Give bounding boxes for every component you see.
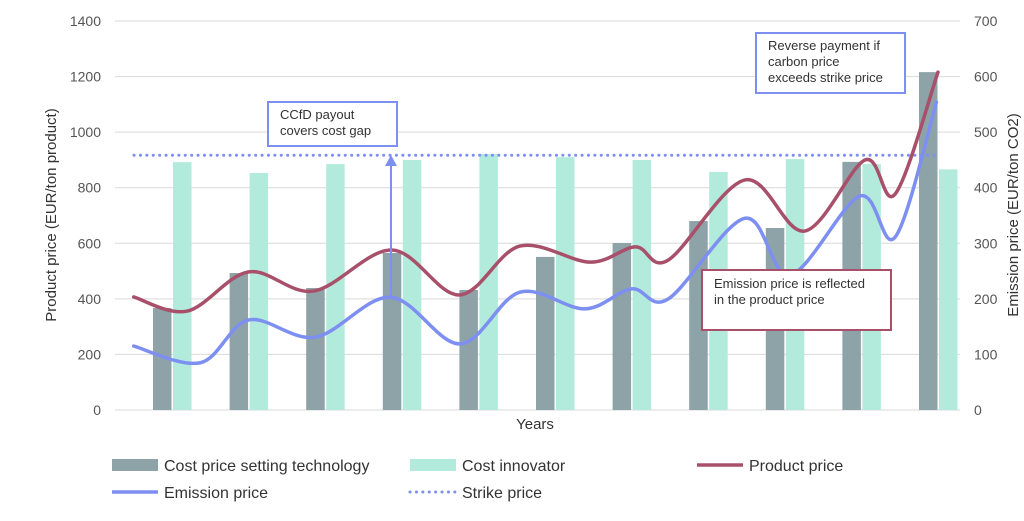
tick-labels: 0 200 400 600 800 1000 1200 1400 0 100 200 300 400 50… [70,13,998,418]
x-axis-label: Years [516,416,554,433]
legend: Cost price setting technology Cost innova… [112,458,843,502]
product-price-line [131,70,940,314]
legend-cost-price-setting-swatch [112,459,158,471]
y-tick-right: 0 [974,402,982,418]
bars [153,72,958,410]
y-tick-left: 1200 [70,69,101,85]
bar-cost-innovator [632,159,652,410]
y-tick-left: 200 [78,346,102,362]
legend-cost-innovator-swatch [410,459,456,471]
bar-cost-price-setting [612,243,632,410]
annotation-text: covers cost gap [280,123,371,138]
legend-emission-price-label: Emission price [164,485,268,502]
annotation-text: Reverse payment if [768,38,880,53]
y-tick-right: 700 [974,13,998,29]
bar-cost-innovator [556,157,575,410]
annotation-box [755,32,906,94]
y-tick-left: 800 [78,180,102,196]
bar-cost-price-setting [689,221,708,410]
bar-cost-price-setting [459,289,478,410]
y-tick-right: 500 [974,124,998,140]
annotation-text: Emission price is reflected [714,276,865,291]
y-tick-left: 1400 [70,13,101,29]
annotation-box [267,101,398,147]
bar-cost-innovator [939,169,958,410]
bar-cost-price-setting [229,273,249,410]
annotation-text: exceeds strike price [768,70,883,85]
legend-cost-innovator-label: Cost innovator [462,458,566,475]
bar-cost-innovator [173,162,192,410]
y-tick-left: 1000 [70,124,101,140]
y-tick-right: 300 [974,235,998,251]
y-tick-left: 600 [78,235,102,251]
lines [131,70,940,366]
y-tick-right: 100 [974,346,998,362]
bar-cost-price-setting [306,288,325,410]
bar-cost-price-setting [382,253,402,410]
legend-cost-price-setting-label: Cost price setting technology [164,458,369,475]
bar-cost-price-setting [153,308,172,410]
y-axis-label-right: Emission price (EUR/ton CO2) [1005,113,1022,316]
annotation-text: in the product price [714,292,825,307]
y-axis-label-left: Product price (EUR/ton product) [43,108,60,321]
y-tick-right: 400 [974,180,998,196]
bar-cost-innovator [326,164,345,410]
bar-cost-innovator [402,159,422,410]
annotation-box [701,269,892,331]
emission-price-line [131,100,939,366]
bar-cost-price-setting [536,256,555,410]
y-tick-left: 0 [93,402,101,418]
bar-cost-innovator [479,154,498,410]
annotation-text: CCfD payout [280,107,355,122]
legend-strike-price-label: Strike price [462,485,542,502]
annotation-text: carbon price [768,54,840,69]
y-tick-right: 600 [974,69,998,85]
payout-arrowhead-icon [385,155,397,166]
y-tick-right: 200 [974,291,998,307]
y-tick-left: 400 [78,291,102,307]
bar-cost-innovator [249,172,269,410]
legend-product-price-label: Product price [749,458,843,475]
